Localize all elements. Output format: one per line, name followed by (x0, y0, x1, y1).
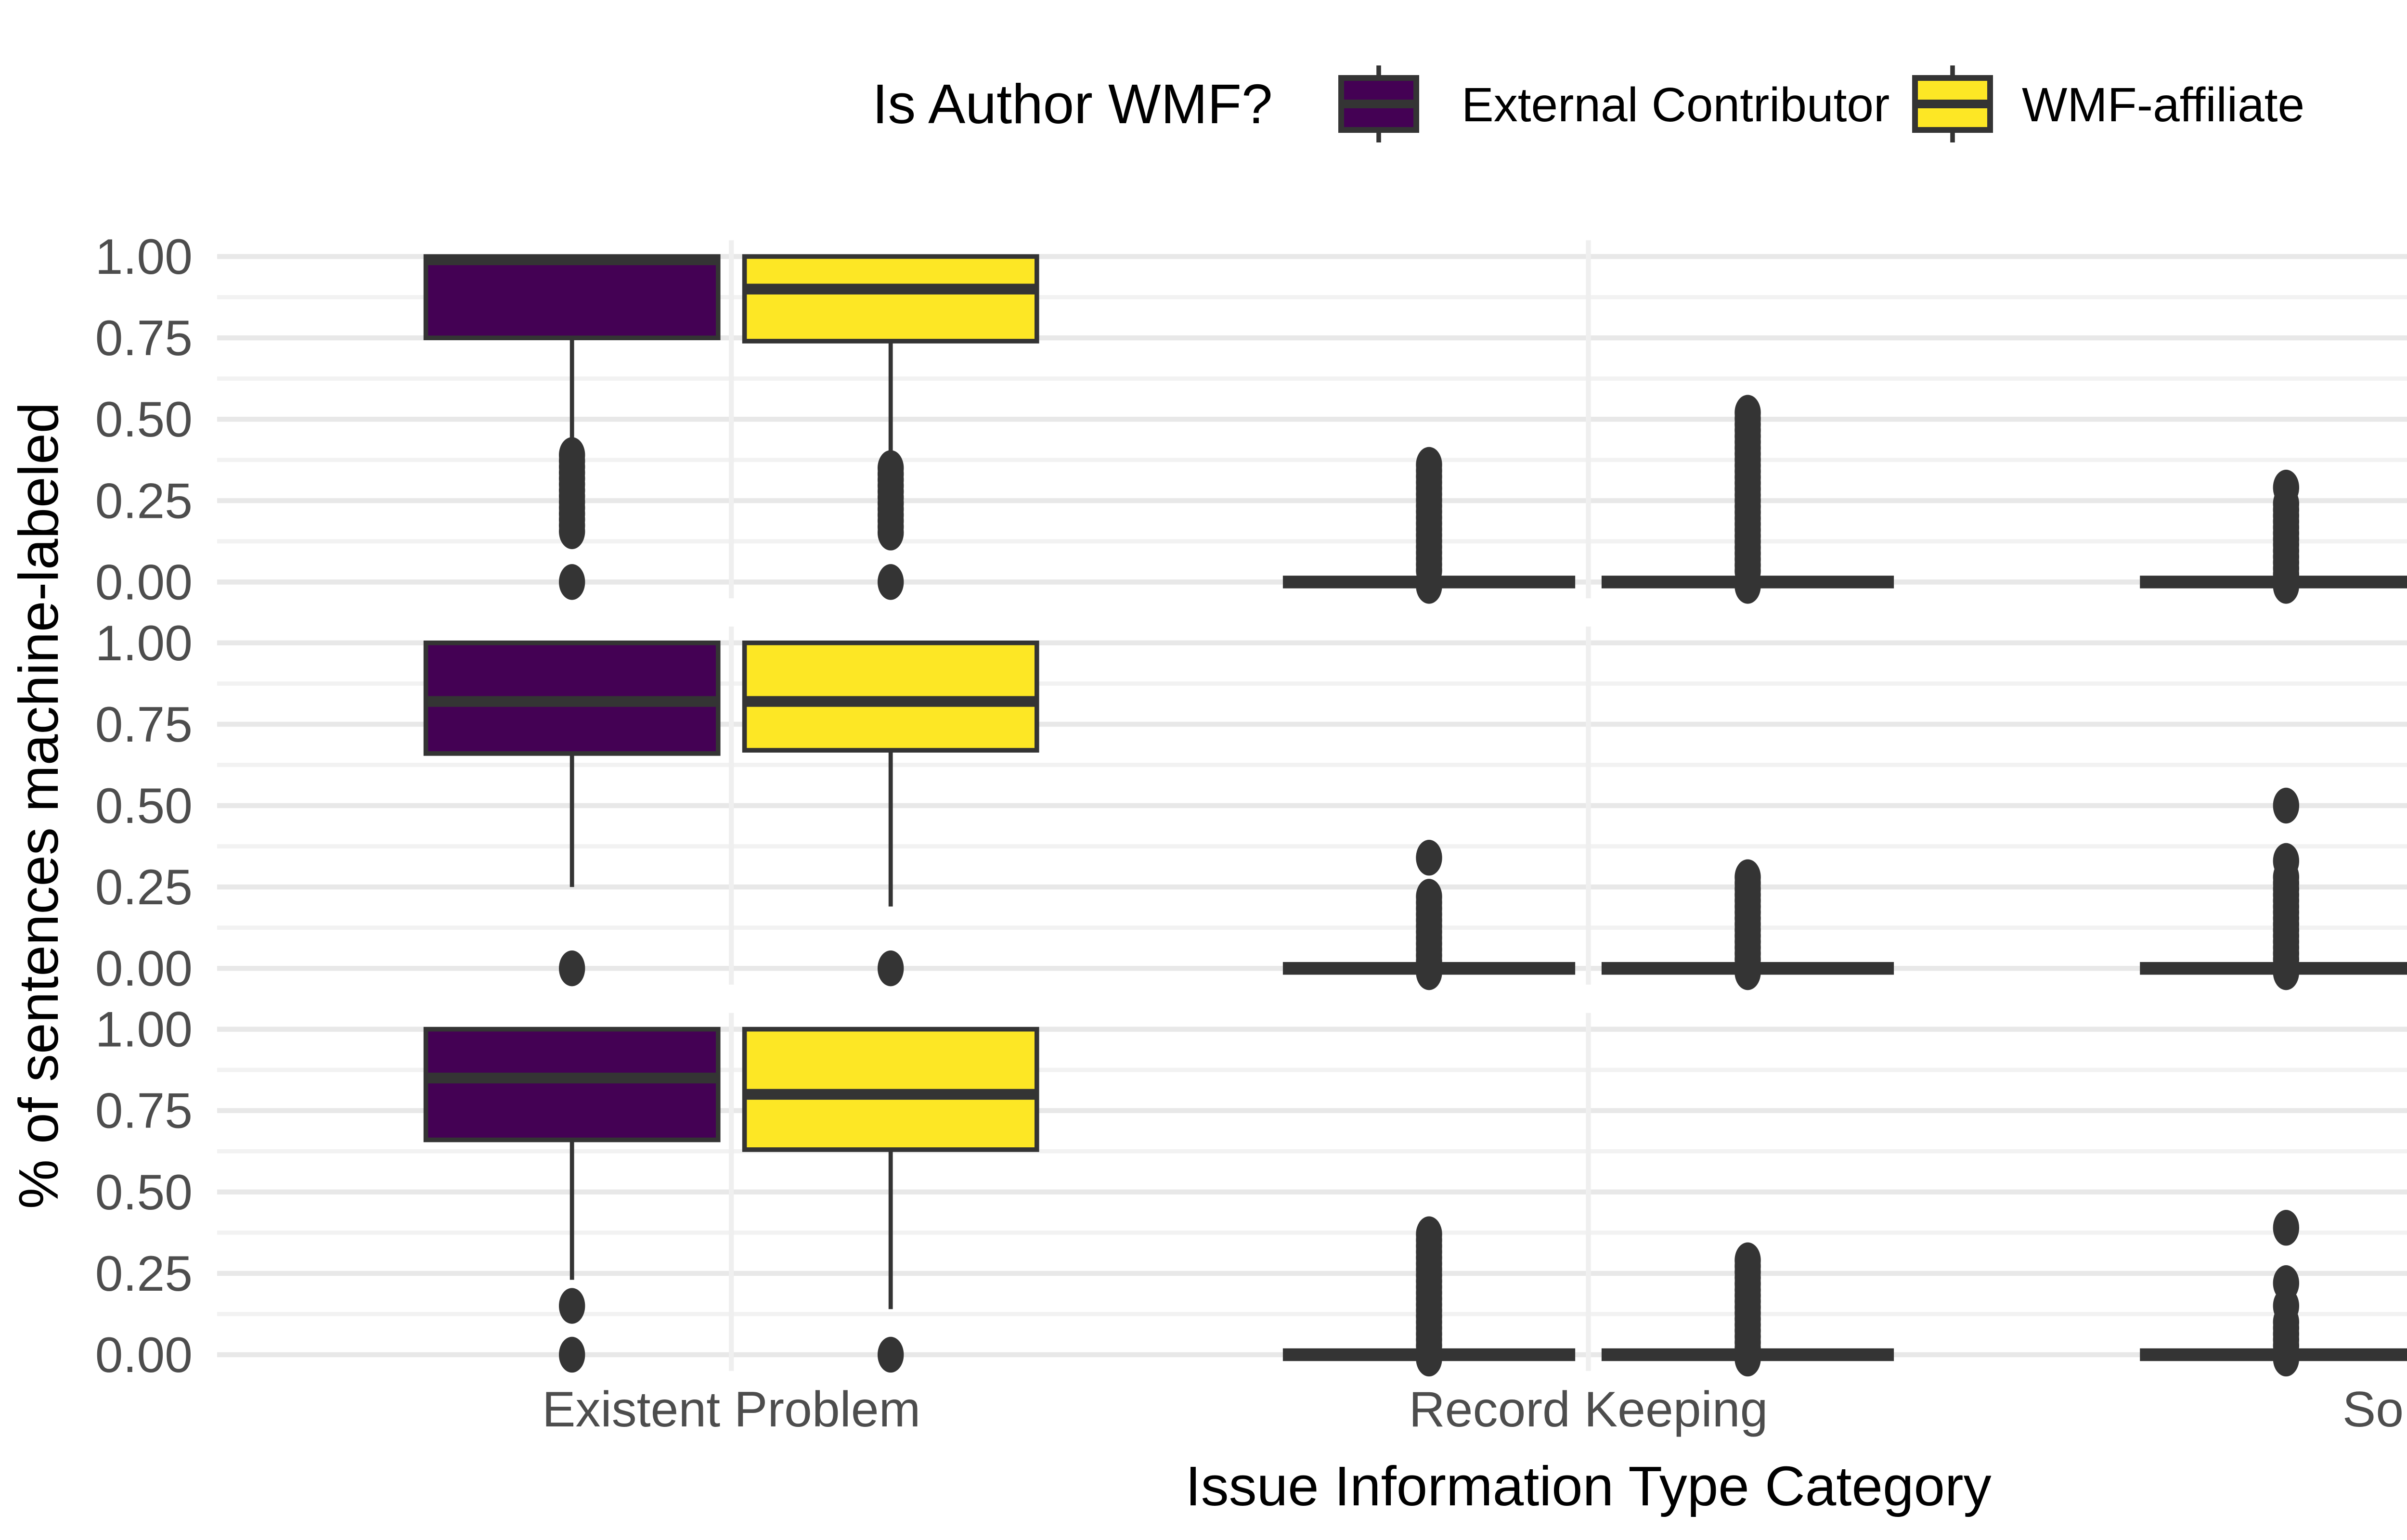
outlier-dot (558, 1336, 585, 1373)
y-tick-label: 0.50 (95, 778, 193, 834)
iqr-box (423, 1027, 721, 1142)
outlier-dot (877, 1336, 904, 1373)
legend-item-label: WMF-affiliate (2022, 78, 2304, 132)
box-external-contributor (423, 1027, 721, 1373)
box-external-contributor (423, 641, 721, 987)
box-external-contributor (1282, 1216, 1576, 1377)
legend-key (1338, 65, 1419, 142)
legend-item-label: External Contributor (1462, 78, 1889, 132)
y-tick-label: 1.00 (95, 229, 193, 285)
y-tick-label: 0.00 (95, 554, 193, 610)
outlier-dot (877, 564, 904, 600)
outlier-dot (1734, 568, 1761, 604)
box-wmf-affiliate (1601, 1242, 1894, 1377)
box-external-contributor (2140, 1210, 2407, 1377)
legend-title: Is Author WMF? (872, 73, 1273, 135)
y-tick-label: 0.75 (95, 1083, 193, 1139)
outlier-dot (558, 564, 585, 600)
y-tick-label: 0.00 (95, 941, 193, 997)
outlier-dot (1416, 954, 1442, 990)
box-wmf-affiliate (1601, 859, 1894, 990)
y-tick-label: 0.75 (95, 310, 193, 366)
y-tick-label: 1.00 (95, 616, 193, 671)
iqr-box (742, 254, 1039, 344)
legend-key (1912, 65, 1993, 142)
legend: Is Author WMF? External Contributor WMF-af… (872, 65, 2304, 142)
y-tick-label: 1.00 (95, 1002, 193, 1058)
box-external-contributor (1282, 840, 1576, 990)
y-tick-label: 0.00 (95, 1327, 193, 1383)
x-tick-label: Existent Problem (542, 1382, 920, 1437)
outlier-dot (558, 950, 585, 987)
outlier-dot (1416, 840, 1442, 876)
outlier-dot (2273, 470, 2300, 506)
x-tick-label: Record Keeping (1409, 1382, 1768, 1437)
outlier-dot (1734, 954, 1761, 990)
outlier-dot (558, 1288, 585, 1324)
iqr-box (423, 254, 721, 340)
outlier-dot (2273, 568, 2300, 604)
outlier-dot (1416, 568, 1442, 604)
outlier-dot (2273, 1288, 2300, 1324)
box-external-contributor (2140, 787, 2407, 990)
y-tick-label: 0.75 (95, 697, 193, 753)
outlier-dot (2273, 1210, 2300, 1246)
y-tick-label: 0.25 (95, 860, 193, 915)
y-tick-label: 0.25 (95, 1246, 193, 1302)
outlier-dot (2273, 954, 2300, 990)
y-tick-label: 0.25 (95, 473, 193, 529)
outlier-dot (877, 514, 904, 551)
outlier-dot (877, 950, 904, 987)
box-external-contributor (2140, 470, 2407, 604)
facet-panel: 1.000.750.500.250.00HTTP-deprecation (95, 1002, 2407, 1383)
y-tick-label: 0.50 (95, 392, 193, 448)
box-external-contributor (423, 254, 721, 600)
facet-panel: 1.000.750.500.250.00HTTPS-login (95, 616, 2407, 997)
y-axis-title: % of sentences machine-labeled (7, 402, 70, 1209)
outlier-dot (1734, 1340, 1761, 1377)
box-wmf-affiliate (1601, 395, 1894, 604)
box-wmf-affiliate (742, 641, 1039, 987)
outlier-dot (2273, 787, 2300, 824)
x-axis-title: Issue Information Type Category (1185, 1455, 1991, 1517)
y-tick-label: 0.50 (95, 1165, 193, 1220)
outlier-dot (2273, 843, 2300, 879)
box-wmf-affiliate (742, 1027, 1039, 1373)
box-wmf-affiliate (742, 254, 1039, 600)
facet-panel: 1.000.750.500.250.00VisualEditor (95, 229, 2407, 610)
box-external-contributor (1282, 447, 1576, 604)
outlier-dot (1416, 1340, 1442, 1377)
x-tick-label: Solutions (2342, 1382, 2407, 1437)
outlier-dot (2273, 1340, 2300, 1377)
outlier-dot (558, 513, 585, 550)
